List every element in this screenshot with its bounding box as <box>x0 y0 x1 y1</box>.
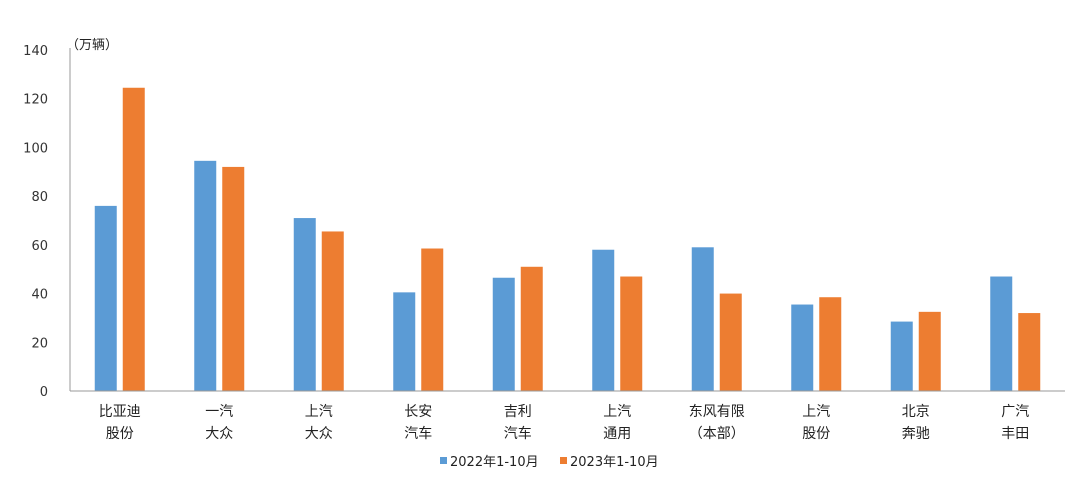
legend: 2022年1-10月 2023年1-10月 <box>440 455 659 470</box>
bar-2022-0 <box>94 205 117 391</box>
bar-2023-6 <box>719 293 742 391</box>
bar-2022-6 <box>691 247 714 391</box>
legend-swatch-2023 <box>560 457 567 464</box>
bar-2023-8 <box>918 311 941 391</box>
y-tick-label: 20 <box>31 336 48 351</box>
x-category-label: 长安 <box>404 404 432 420</box>
y-axis-unit-label: （万辆） <box>66 38 118 53</box>
x-category-label: 大众 <box>205 426 233 442</box>
bar-2022-9 <box>990 276 1013 391</box>
x-category-label: 一汽 <box>205 404 233 420</box>
y-tick-label: 100 <box>23 141 48 156</box>
x-category-label: 股份 <box>802 426 830 442</box>
y-tick-label: 0 <box>40 385 48 400</box>
bar-2022-5 <box>592 249 615 391</box>
y-tick-label: 80 <box>31 190 48 205</box>
bar-2023-3 <box>421 248 444 391</box>
bar-2023-4 <box>520 266 543 391</box>
bar-2022-8 <box>890 321 913 391</box>
x-category-label: 通用 <box>603 426 631 442</box>
x-category-label: 奔驰 <box>902 426 930 442</box>
x-category-label: 比亚迪 <box>99 404 141 420</box>
bar-2022-4 <box>492 277 515 391</box>
x-category-label: 股份 <box>106 426 134 442</box>
x-category-label: 大众 <box>305 426 333 442</box>
bar-2022-3 <box>393 292 416 391</box>
bar-2023-0 <box>122 87 145 391</box>
y-tick-label: 120 <box>23 93 48 108</box>
y-axis: 0 20 40 60 80 100 120 140 <box>23 44 71 400</box>
bar-2023-2 <box>321 231 344 391</box>
y-tick-label: 40 <box>31 288 48 303</box>
x-category-label: 丰田 <box>1001 426 1029 442</box>
x-category-label: 汽车 <box>404 425 432 442</box>
bar-2022-1 <box>194 160 217 391</box>
bar-2022-7 <box>791 304 814 391</box>
x-category-label: 东风有限 <box>689 404 745 420</box>
y-tick-label: 60 <box>31 239 48 254</box>
bar-2023-9 <box>1018 313 1041 391</box>
x-category-label: 上汽 <box>305 404 333 420</box>
bars <box>94 87 1041 391</box>
x-category-label: 广汽 <box>1001 404 1029 420</box>
bar-2023-1 <box>222 166 245 391</box>
legend-label-2022: 2022年1-10月 <box>450 455 539 470</box>
x-category-label: 上汽 <box>603 404 631 420</box>
bar-2023-7 <box>819 297 842 391</box>
y-tick-label: 140 <box>23 44 48 59</box>
legend-swatch-2022 <box>440 457 447 464</box>
x-category-label: 北京 <box>902 404 930 420</box>
x-category-label: 上汽 <box>802 404 830 420</box>
x-category-label: 吉利 <box>504 404 532 420</box>
bar-2023-5 <box>620 276 643 391</box>
bar-2022-2 <box>293 218 316 391</box>
x-category-label: 汽车 <box>504 425 532 442</box>
legend-label-2023: 2023年1-10月 <box>570 455 659 470</box>
x-category-label: （本部） <box>689 426 745 442</box>
